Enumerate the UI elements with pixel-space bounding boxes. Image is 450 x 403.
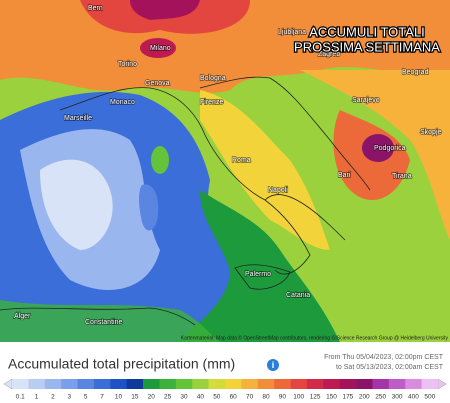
colorbar-tick-label: 50 [213,394,221,401]
colorbar-cell [356,379,373,389]
rain-area [140,38,176,58]
legend-title: Accumulated total precipitation (mm) [8,356,235,372]
colorbar-tick-label: 80 [262,394,270,401]
colorbar-tick-label: 100 [293,394,304,401]
rain-area [200,90,330,250]
overlay-title: ACCUMULI TOTALI [309,24,425,39]
colorbar-tick-label: 90 [279,394,287,401]
city-label: Firenze [200,99,223,106]
city-label: Ljubljana [278,29,306,36]
colorbar-tick-label: 200 [359,394,370,401]
city-label: Catania [286,292,310,299]
colorbar-cell [257,379,275,389]
colorbar-cell [405,379,422,389]
city-label: Sarajevo [352,97,380,104]
legend-panel [0,342,450,403]
colorbar-tick-label: 20 [148,394,156,401]
city-label: Skopje [420,129,442,136]
colorbar-cell [372,379,390,389]
city-label: Beograd [402,69,429,76]
city-label: Bern [88,5,103,12]
colorbar-tick-label: 25 [164,394,172,401]
island [139,184,159,231]
info-icon-glyph: i [272,360,275,370]
colorbar-tick-label: 175 [342,394,353,401]
info-icon[interactable] [267,359,279,371]
colorbar-cell [143,379,160,389]
colorbar-tick-label: 125 [310,394,321,401]
colorbar-cell [241,379,259,389]
colorbar-tick-label: 30 [180,394,188,401]
colorbar-tick-label: 2 [51,394,55,401]
colorbar-tick-label: 10 [115,394,123,401]
city-label: Monaco [110,99,135,106]
city-label: Tirana [392,173,412,180]
colorbar-cell [61,379,78,389]
colorbar-tick-label: 7 [100,394,104,401]
colorbar-cell [159,379,177,389]
colorbar-tick-label: 1 [35,394,39,401]
colorbar-cell [12,379,29,389]
map [0,0,450,342]
city-label: Torino [118,61,137,68]
colorbar-tick-label: 5 [84,394,88,401]
colorbar-cell [208,379,226,389]
coastline [0,264,291,326]
colorbar-tick-label: 500 [424,394,435,401]
coastline [59,76,371,275]
attribution: Kartenmaterial: Map data © OpenStreetMap… [181,334,449,341]
rain-area [362,134,394,162]
colorbar-cell [388,379,406,389]
city-labels: Bern Milano Torino Genova Monaco Marseil… [13,4,442,327]
colorbar-cell [225,379,242,389]
colorbar-cell [93,379,111,389]
colorbar-cell [126,379,144,389]
colorbar-cell [28,379,46,389]
colorbar-cell [175,379,193,389]
city-label: Milano [150,45,171,52]
rain-area [180,190,340,342]
colorbar-tick-label: 15 [131,394,139,401]
colorbar-tick-label: 300 [392,394,403,401]
city-label: Palermo [245,271,271,278]
city-label: Constantine [85,319,122,326]
colorbar-cell [192,379,209,389]
colorbar-tick-label: 40 [197,394,205,401]
city-label: Marseille [64,115,92,122]
colorbar-tick-label: 150 [326,394,337,401]
city-label: Bologna [200,75,226,82]
city-label: Napoli [268,187,288,194]
colorbar-cell [110,379,127,389]
colorbar-cell [290,379,308,389]
city-label: Genova [145,80,170,87]
colorbar-tick-label: 70 [246,394,254,401]
city-label: Alger [14,313,31,320]
colorbar-cell [274,379,291,389]
city-label: Podgorica [374,145,406,152]
colorbar-cell [44,379,62,389]
island [151,146,169,174]
rain-area [40,159,113,250]
colorbar-tick-label: 0.1 [16,394,25,401]
colorbar-tick-label: 400 [408,394,419,401]
city-label: Roma [232,157,251,164]
colorbar: 0.1 1 2 3 5 7 10 15 20 25 30 40 50 60 70 80 90 100 125 150 1… [3,378,447,401]
overlay-title: PROSSIMA SETTIMANA [294,39,440,54]
colorbar-tick-label: 250 [375,394,386,401]
city-label: Bari [338,172,351,179]
colorbar-cell [306,379,324,389]
colorbar-cell [339,379,357,389]
date-range: to Sat 05/13/2023, 02:00am CEST [336,364,444,371]
rain-area [300,70,450,240]
colorbar-cell [323,379,340,389]
colorbar-tick-label: 3 [68,394,72,401]
city-label: Zagreb [318,51,340,58]
colorbar-tick-label: 60 [230,394,238,401]
date-range: From Thu 05/04/2023, 02:00pm CEST [324,354,444,361]
colorbar-cell [421,379,439,389]
colorbar-cell [77,379,95,389]
rain-area [130,0,200,20]
